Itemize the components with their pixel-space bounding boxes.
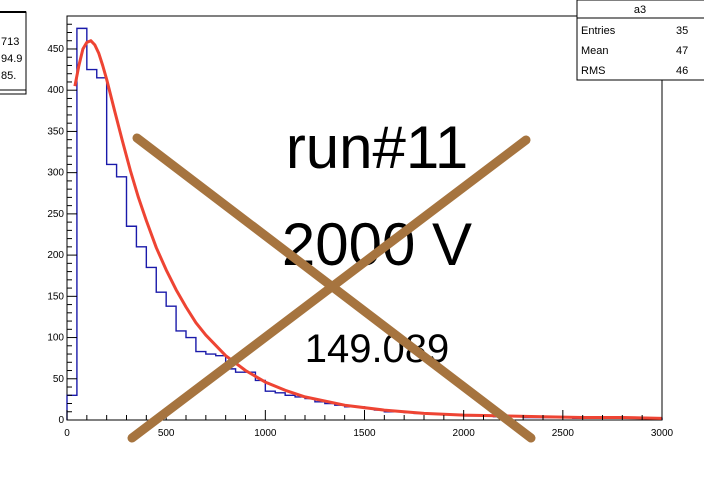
y-tick-label: 100 — [47, 333, 64, 344]
stats-entries-label: Entries — [581, 25, 616, 37]
overlay-value-label: 149.089 — [305, 327, 450, 371]
x-tick-label: 2500 — [552, 428, 575, 439]
y-tick-label: 450 — [47, 44, 64, 55]
left-stats-fragment: 713 94.9 85. — [0, 11, 27, 95]
x-tick-label: 3000 — [651, 428, 674, 439]
y-tick-label: 350 — [47, 126, 64, 137]
x-tick-label: 2000 — [453, 428, 476, 439]
cross-line-ascending — [127, 135, 531, 443]
stats-box-title: a3 — [634, 4, 646, 16]
x-tick-label: 1000 — [254, 428, 277, 439]
y-tick-label: 150 — [47, 291, 64, 302]
y-tick-label: 400 — [47, 85, 64, 96]
cross-out-mark — [127, 133, 536, 443]
stats-rms-value: 46 — [676, 65, 688, 77]
overlay-run-label: run#11 — [286, 114, 468, 181]
y-tick-label: 200 — [47, 250, 64, 261]
x-tick-label: 1500 — [353, 428, 376, 439]
left-fragment-1: 713 — [1, 36, 19, 48]
fit-curve-series — [73, 39, 663, 420]
stats-mean-label: Mean — [581, 45, 609, 57]
left-fragment-2: 94.9 — [1, 53, 22, 65]
y-tick-label: 0 — [58, 415, 64, 426]
axes: 0 50 100 150 200 250 300 350 400 450 0 500 1000 1500 2… — [47, 23, 674, 439]
overlay-annotation: run#11 2000 V 149.089 — [282, 114, 472, 371]
stats-rms-label: RMS — [581, 65, 605, 77]
stats-box: a3 Entries 35 Mean 47 RMS 46 — [576, 0, 704, 81]
fit-curve — [73, 39, 663, 420]
stats-mean-value: 47 — [676, 45, 688, 57]
x-tick-label: 500 — [158, 428, 175, 439]
y-tick-label: 250 — [47, 209, 64, 220]
y-tick-label: 300 — [47, 168, 64, 179]
stats-entries-value: 35 — [676, 25, 688, 37]
x-tick-label: 0 — [64, 428, 70, 439]
y-tick-label: 50 — [53, 374, 65, 385]
left-fragment-3: 85. — [1, 70, 16, 82]
